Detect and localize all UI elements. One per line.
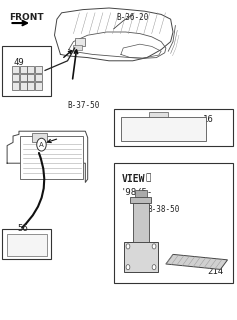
Bar [2, 46, 51, 96]
Text: B-36-20: B-36-20 [117, 13, 149, 22]
Bar [130, 197, 151, 203]
Bar [12, 66, 19, 73]
Bar [114, 109, 233, 146]
Bar [124, 242, 158, 272]
Text: ⚠ WARNING: ⚠ WARNING [126, 123, 170, 129]
Bar [27, 74, 34, 81]
Text: '98/5-: '98/5- [121, 187, 153, 196]
Text: 16: 16 [203, 115, 213, 124]
Bar [35, 66, 42, 73]
Bar [12, 74, 19, 81]
Circle shape [152, 265, 156, 270]
Text: 56: 56 [18, 224, 28, 233]
Text: B-37-50: B-37-50 [68, 101, 100, 110]
Bar [2, 229, 51, 259]
Text: Ⓐ: Ⓐ [146, 174, 151, 183]
Bar [73, 45, 82, 50]
Bar [114, 163, 233, 283]
Bar [133, 203, 149, 242]
Bar [35, 82, 42, 90]
Bar [20, 82, 27, 90]
Bar [27, 66, 34, 73]
Bar [12, 82, 19, 90]
Circle shape [126, 265, 130, 270]
Text: B-38-50: B-38-50 [147, 205, 179, 214]
Text: 49: 49 [13, 58, 24, 67]
Bar [20, 74, 27, 81]
Bar [121, 117, 206, 141]
Circle shape [126, 244, 130, 249]
Text: A: A [39, 142, 44, 148]
Text: FRONT: FRONT [9, 13, 44, 22]
Bar [75, 38, 85, 46]
Bar [135, 190, 147, 197]
Bar [32, 133, 47, 142]
Polygon shape [166, 254, 228, 269]
Text: VIEW: VIEW [122, 174, 146, 184]
Bar [7, 234, 47, 256]
Circle shape [152, 244, 156, 249]
Text: ⚠: ⚠ [9, 236, 15, 242]
Bar [20, 136, 83, 179]
Bar [20, 66, 27, 73]
Bar [149, 112, 168, 117]
Text: 214: 214 [207, 267, 223, 276]
Bar [27, 82, 34, 90]
Bar [35, 74, 42, 81]
Circle shape [37, 138, 46, 151]
